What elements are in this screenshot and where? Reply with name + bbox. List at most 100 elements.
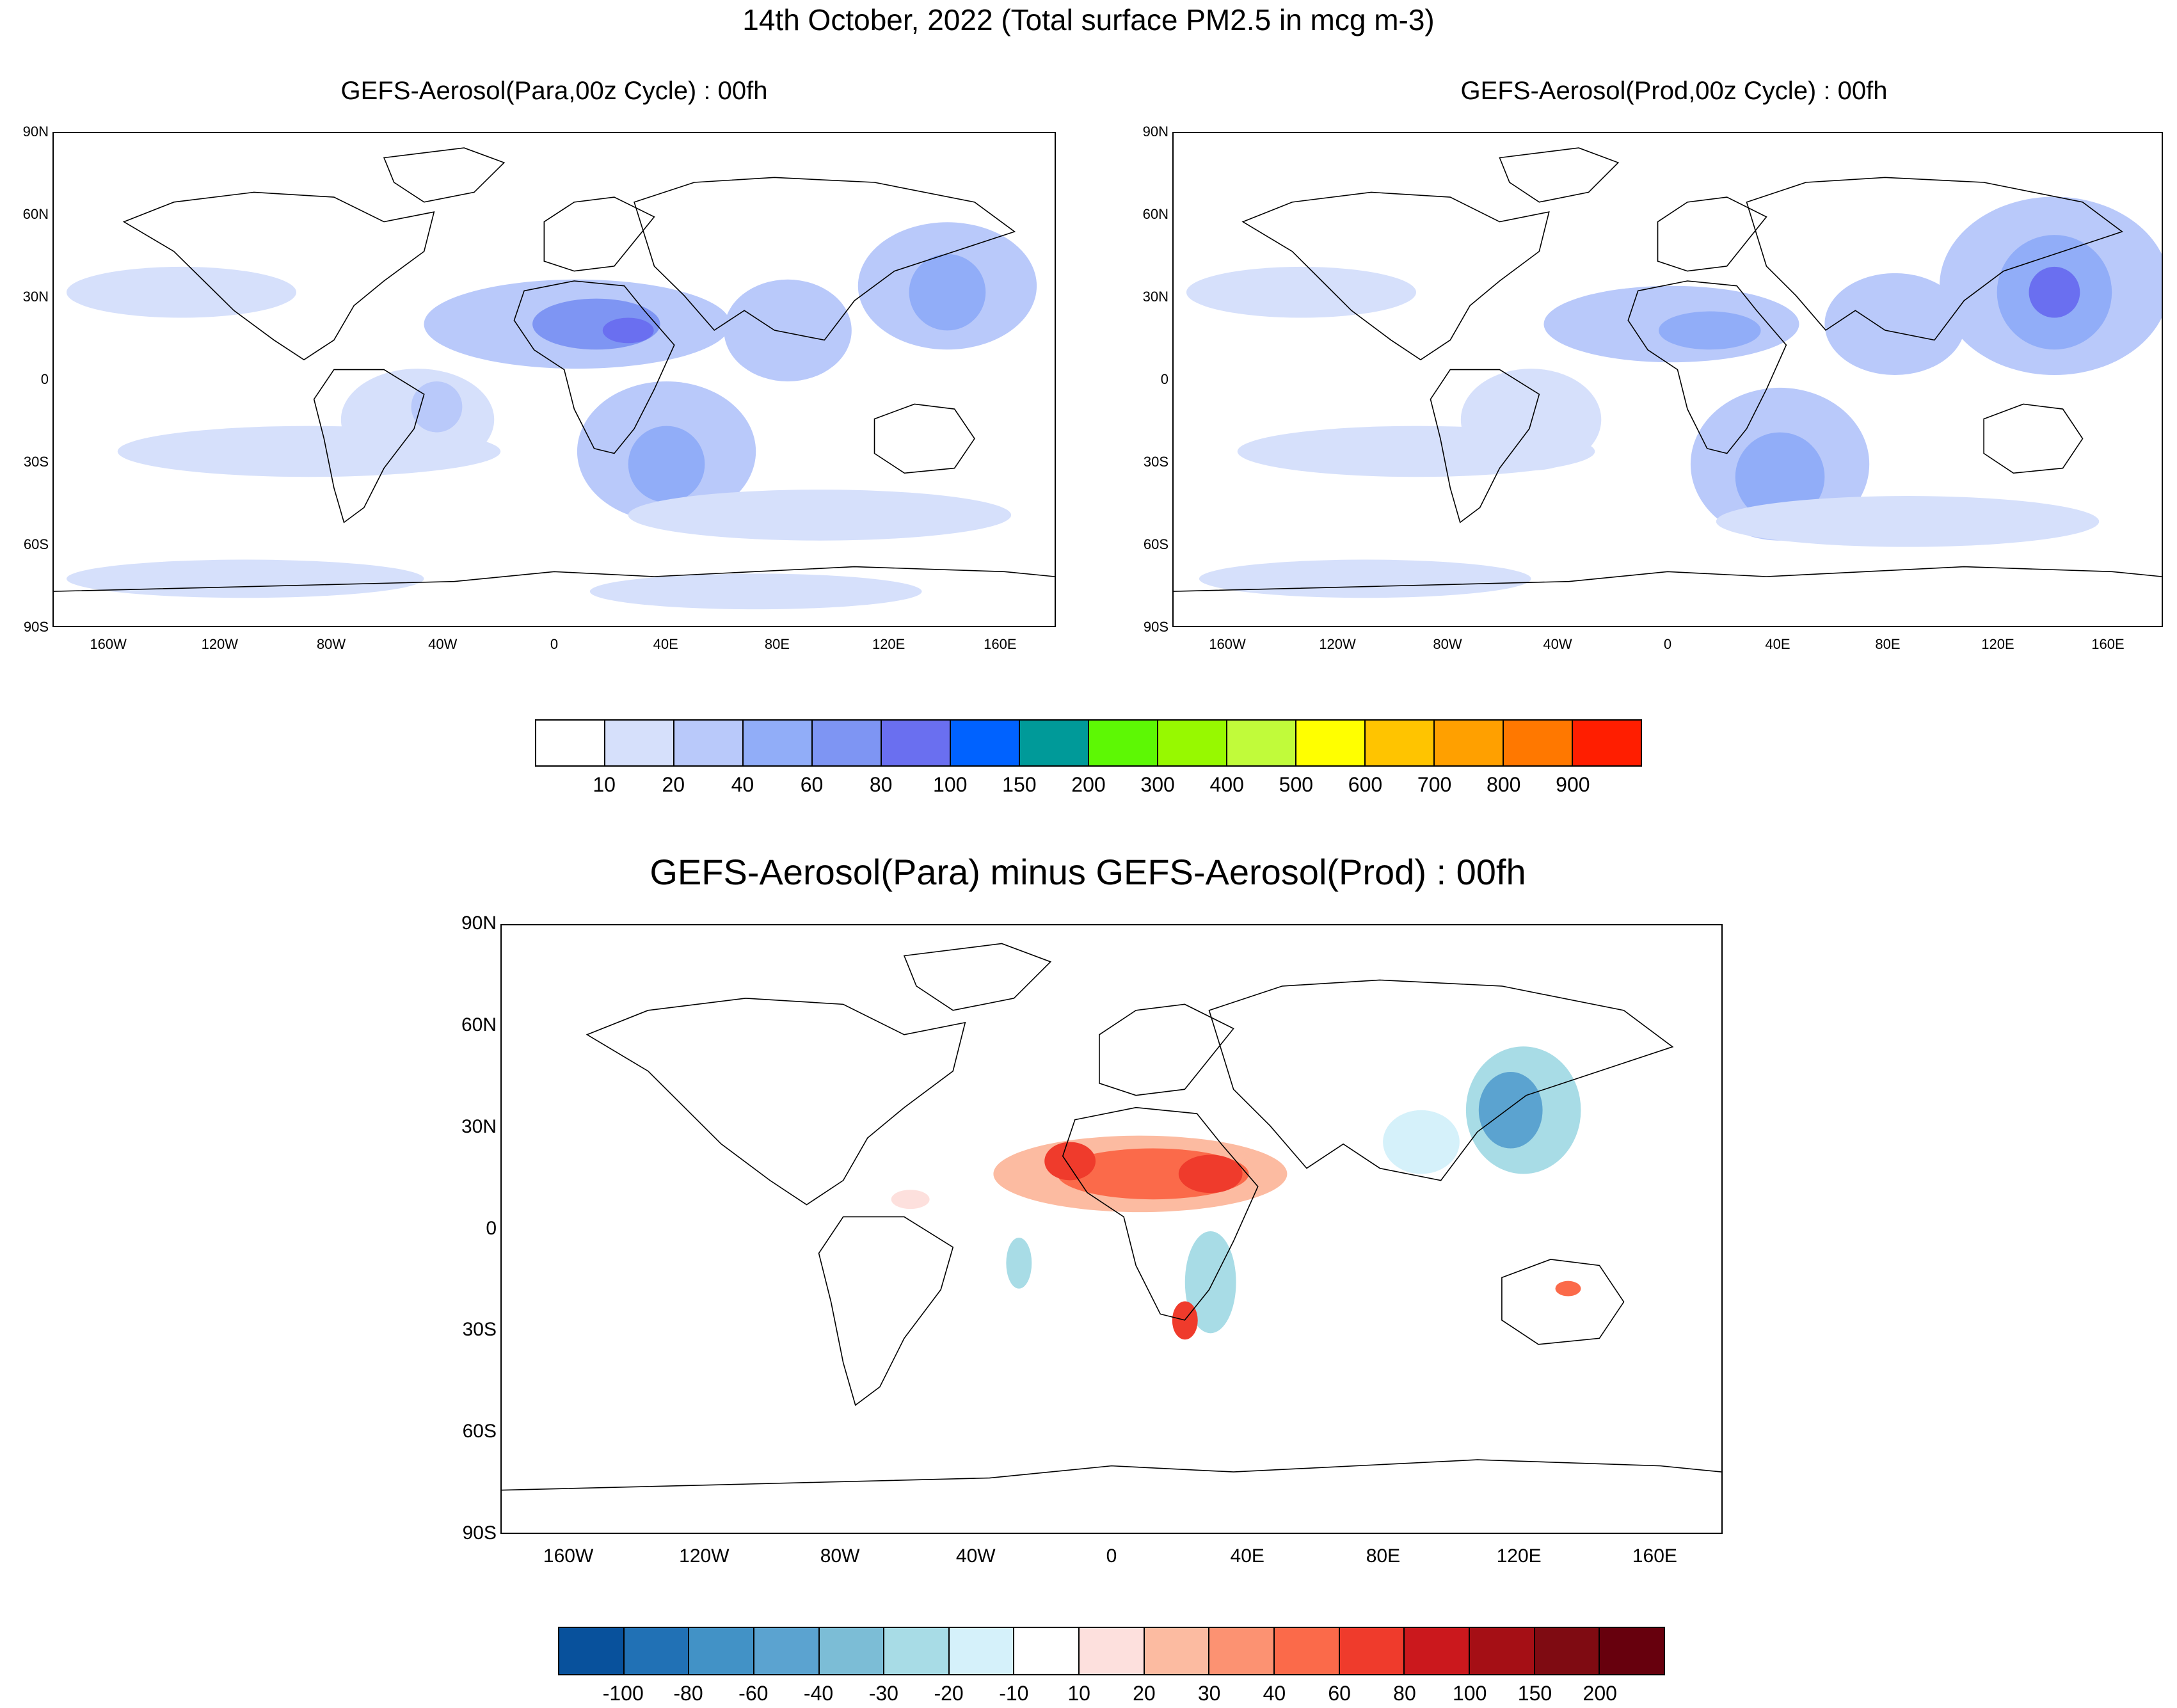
coastline	[1983, 403, 2084, 474]
colorbar-label: 40	[1263, 1682, 1286, 1705]
diff-lon-label: 120E	[1496, 1545, 1542, 1567]
diff-lat-label: 90S	[462, 1522, 497, 1544]
coastline	[543, 196, 655, 272]
colorbar-label: 400	[1209, 773, 1244, 796]
para-lat-label: 30N	[22, 288, 49, 305]
pm25-colorbar	[535, 719, 1642, 767]
prod-lon-label: 160W	[1209, 636, 1246, 652]
diff-colorbar	[558, 1627, 1665, 1675]
colorbar-label: 20	[1133, 1682, 1156, 1705]
coastline	[1501, 1259, 1625, 1345]
prod-map	[1172, 132, 2163, 627]
diff-map-title: GEFS-Aerosol(Para) minus GEFS-Aerosol(Pr…	[650, 852, 1526, 892]
prod-lat-label: 90N	[1142, 123, 1168, 140]
colorbar-label: 100	[1453, 1682, 1487, 1705]
coastline	[1746, 177, 2123, 341]
coastline	[313, 369, 425, 523]
diff-lat-label: 60N	[461, 1014, 497, 1035]
coastline	[1099, 1003, 1234, 1096]
coastline	[383, 147, 506, 203]
colorbar-swatch	[1227, 721, 1296, 765]
diff-lat-label: 0	[486, 1217, 497, 1239]
para-coastlines	[54, 147, 1055, 592]
para-lat-label: 90S	[23, 618, 49, 635]
colorbar-swatch	[744, 721, 813, 765]
colorbar-label: -10	[999, 1682, 1029, 1705]
para-lon-label: 80E	[764, 636, 790, 652]
diff-lon-label: 80E	[1366, 1545, 1401, 1567]
para-lon-label: 160W	[90, 636, 127, 652]
coastline	[1657, 196, 1767, 272]
colorbar-swatch	[951, 721, 1020, 765]
colorbar-swatch	[884, 1628, 950, 1674]
para-lat-label: 30S	[23, 453, 49, 470]
para-lon-label: 120E	[872, 636, 905, 652]
figure-title: 14th October, 2022 (Total surface PM2.5 …	[742, 3, 1435, 36]
para-lat-label: 60N	[22, 205, 49, 222]
prod-lon-label: 120E	[1981, 636, 2014, 652]
colorbar-label: 60	[800, 773, 824, 796]
prod-lat-label: 30N	[1142, 288, 1168, 305]
prod-lat-label: 30S	[1143, 453, 1168, 470]
colorbar-label: 80	[1393, 1682, 1416, 1705]
colorbar-swatch	[605, 721, 674, 765]
diff-lon-label: 40E	[1230, 1545, 1264, 1567]
coastline	[873, 403, 975, 474]
diff-lon-label: 160W	[543, 1545, 594, 1567]
coastline	[1208, 979, 1674, 1181]
colorbar-label: -60	[738, 1682, 769, 1705]
colorbar-swatch	[949, 1628, 1015, 1674]
coastline	[122, 191, 435, 361]
colorbar-label: 10	[1067, 1682, 1090, 1705]
coastline	[1499, 147, 1620, 203]
colorbar-label: 200	[1583, 1682, 1617, 1705]
colorbar-label: 500	[1279, 773, 1314, 796]
para-lon-label: 120W	[201, 636, 239, 652]
colorbar-label: 600	[1348, 773, 1383, 796]
diff-map-canvas	[502, 943, 1721, 1491]
prod-map-title: GEFS-Aerosol(Prod,00z Cycle) : 00fh	[1460, 77, 1888, 105]
colorbar-swatch	[1573, 721, 1641, 765]
para-lat-label: 90N	[22, 123, 49, 140]
colorbar-swatch	[1080, 1628, 1145, 1674]
colorbar-label: 60	[1328, 1682, 1351, 1705]
diff-lat-label: 90N	[461, 913, 497, 934]
colorbar-swatch	[819, 1628, 885, 1674]
diff-lat-label: 60S	[462, 1421, 497, 1442]
coastline	[1430, 369, 1540, 523]
para-map-title: GEFS-Aerosol(Para,00z Cycle) : 00fh	[340, 77, 768, 105]
para-lon-label: 80W	[316, 636, 346, 652]
colorbar-label: 20	[662, 773, 685, 796]
coastline	[502, 1459, 1721, 1491]
colorbar-swatch	[1600, 1628, 1664, 1674]
diff-lat-label: 30N	[461, 1115, 497, 1137]
colorbar-swatch	[1339, 1628, 1405, 1674]
coastline	[1062, 1106, 1259, 1321]
prod-lon-label: 40E	[1765, 636, 1790, 652]
para-pm25-field	[66, 222, 1037, 610]
prod-lat-label: 90S	[1143, 618, 1168, 635]
coastline	[513, 280, 675, 454]
colorbar-swatch	[1089, 721, 1158, 765]
colorbar-swatch	[1504, 721, 1573, 765]
prod-lat-label: 0	[1160, 371, 1168, 387]
colorbar-label: 150	[1002, 773, 1037, 796]
colorbar-swatch	[1144, 1628, 1210, 1674]
diff-map	[500, 924, 1723, 1534]
coastline	[818, 1216, 954, 1407]
diff-lon-label: 160E	[1632, 1545, 1677, 1567]
colorbar-swatch	[1366, 721, 1435, 765]
prod-lon-label: 160E	[2091, 636, 2125, 652]
colorbar-label: 900	[1556, 773, 1590, 796]
prod-lon-label: 80E	[1875, 636, 1901, 652]
colorbar-swatch	[882, 721, 951, 765]
diff-coastlines	[502, 943, 1721, 1491]
coastline	[1627, 280, 1787, 454]
colorbar-label: 150	[1517, 1682, 1552, 1705]
colorbar-swatch	[754, 1628, 820, 1674]
diff-field	[891, 1046, 1581, 1340]
colorbar-label: 200	[1071, 773, 1106, 796]
colorbar-swatch	[1296, 721, 1366, 765]
colorbar-label: 80	[869, 773, 893, 796]
coastline	[586, 998, 966, 1206]
